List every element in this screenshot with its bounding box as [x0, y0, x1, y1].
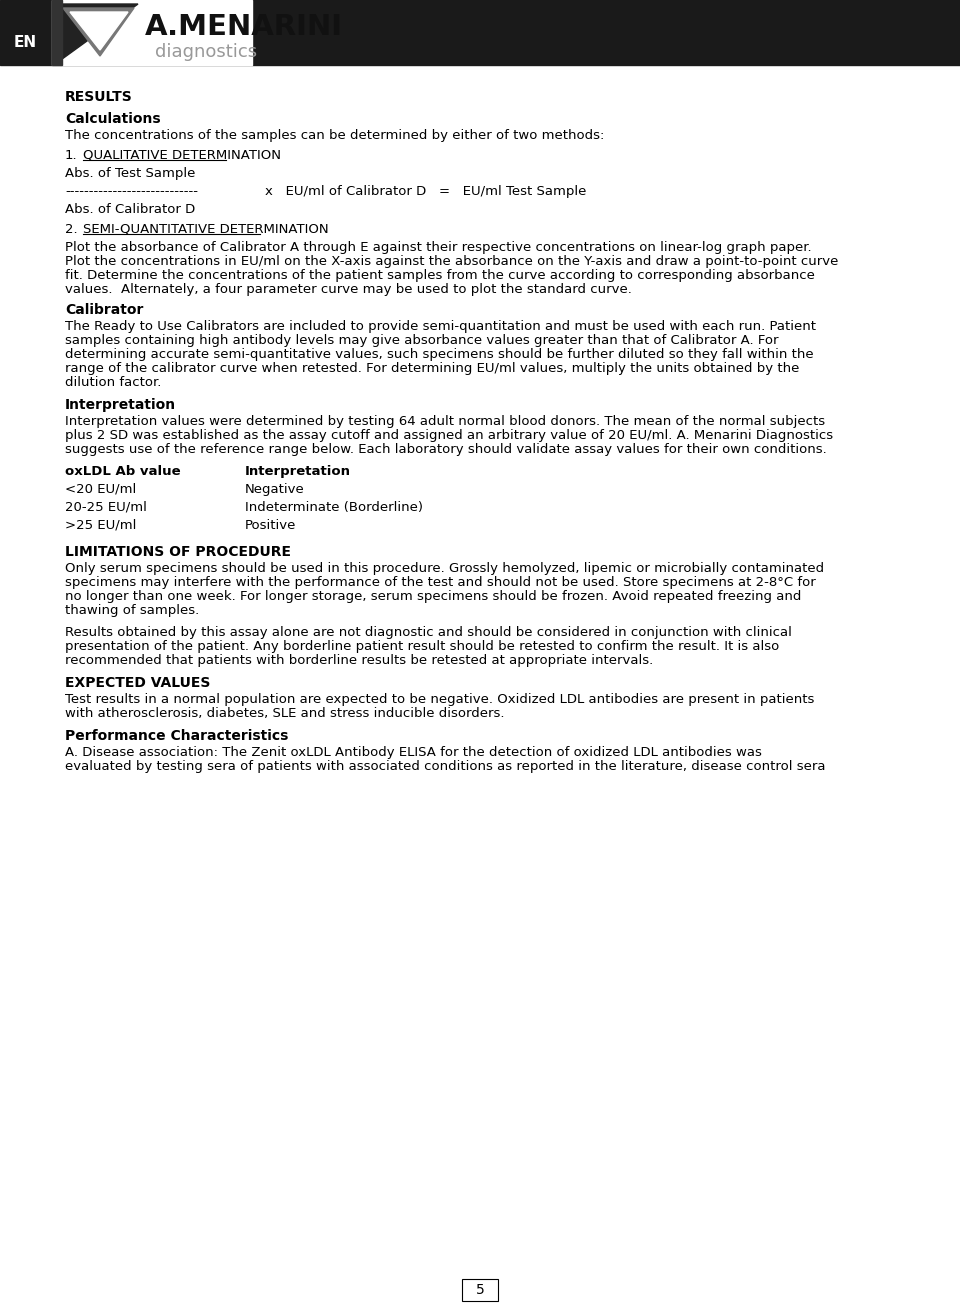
- Text: <20 EU/ml: <20 EU/ml: [65, 483, 136, 496]
- Text: oxLDL Ab value: oxLDL Ab value: [65, 465, 180, 478]
- Text: Plot the absorbance of Calibrator A through E against their respective concentra: Plot the absorbance of Calibrator A thro…: [65, 242, 811, 253]
- Bar: [52, 0, 252, 66]
- Polygon shape: [58, 4, 138, 62]
- Text: 5: 5: [475, 1283, 485, 1297]
- Text: Calibrator: Calibrator: [65, 303, 143, 316]
- Text: A. Disease association: The Zenit oxLDL Antibody ELISA for the detection of oxid: A. Disease association: The Zenit oxLDL …: [65, 746, 762, 759]
- Text: thawing of samples.: thawing of samples.: [65, 604, 200, 617]
- Text: values.  Alternately, a four parameter curve may be used to plot the standard cu: values. Alternately, a four parameter cu…: [65, 284, 632, 295]
- Text: samples containing high antibody levels may give absorbance values greater than : samples containing high antibody levels …: [65, 334, 779, 347]
- Bar: [462, 1279, 498, 1301]
- Polygon shape: [63, 8, 134, 56]
- Bar: [52, 0, 62, 66]
- Text: evaluated by testing sera of patients with associated conditions as reported in : evaluated by testing sera of patients wi…: [65, 760, 826, 773]
- Text: no longer than one week. For longer storage, serum specimens should be frozen. A: no longer than one week. For longer stor…: [65, 590, 802, 603]
- Text: Indeterminate (Borderline): Indeterminate (Borderline): [245, 502, 423, 513]
- Text: Only serum specimens should be used in this procedure. Grossly hemolyzed, lipemi: Only serum specimens should be used in t…: [65, 562, 824, 575]
- Text: The Ready to Use Calibrators are included to provide semi-quantitation and must : The Ready to Use Calibrators are include…: [65, 320, 816, 334]
- Text: determining accurate semi-quantitative values, such specimens should be further : determining accurate semi-quantitative v…: [65, 348, 814, 361]
- Text: LIMITATIONS OF PROCEDURE: LIMITATIONS OF PROCEDURE: [65, 545, 291, 559]
- Text: x   EU/ml of Calibrator D   =   EU/ml Test Sample: x EU/ml of Calibrator D = EU/ml Test Sam…: [265, 185, 587, 198]
- Text: The concentrations of the samples can be determined by either of two methods:: The concentrations of the samples can be…: [65, 129, 605, 142]
- Text: A.MENARINI: A.MENARINI: [145, 13, 343, 41]
- Text: EXPECTED VALUES: EXPECTED VALUES: [65, 676, 210, 691]
- Text: Abs. of Test Sample: Abs. of Test Sample: [65, 167, 196, 180]
- Text: ----------------------------: ----------------------------: [65, 185, 198, 198]
- Text: Interpretation: Interpretation: [245, 465, 351, 478]
- Text: EN: EN: [14, 35, 37, 50]
- Text: QUALITATIVE DETERMINATION: QUALITATIVE DETERMINATION: [83, 148, 281, 161]
- Text: Positive: Positive: [245, 519, 297, 532]
- Polygon shape: [70, 12, 128, 50]
- Text: Performance Characteristics: Performance Characteristics: [65, 729, 288, 743]
- Text: SEMI-QUANTITATIVE DETERMINATION: SEMI-QUANTITATIVE DETERMINATION: [83, 223, 328, 236]
- Text: with atherosclerosis, diabetes, SLE and stress inducible disorders.: with atherosclerosis, diabetes, SLE and …: [65, 706, 505, 720]
- Text: fit. Determine the concentrations of the patient samples from the curve accordin: fit. Determine the concentrations of the…: [65, 269, 815, 282]
- Text: Plot the concentrations in EU/ml on the X-axis against the absorbance on the Y-a: Plot the concentrations in EU/ml on the …: [65, 255, 838, 268]
- Text: Interpretation values were determined by testing 64 adult normal blood donors. T: Interpretation values were determined by…: [65, 415, 826, 428]
- Text: 20-25 EU/ml: 20-25 EU/ml: [65, 502, 147, 513]
- Text: Abs. of Calibrator D: Abs. of Calibrator D: [65, 204, 195, 217]
- Text: Interpretation: Interpretation: [65, 398, 176, 412]
- Text: Test results in a normal population are expected to be negative. Oxidized LDL an: Test results in a normal population are …: [65, 693, 814, 706]
- Text: specimens may interfere with the performance of the test and should not be used.: specimens may interfere with the perform…: [65, 576, 816, 590]
- Text: >25 EU/ml: >25 EU/ml: [65, 519, 136, 532]
- Text: RESULTS: RESULTS: [65, 91, 132, 104]
- Text: 1.: 1.: [65, 148, 78, 161]
- Text: suggests use of the reference range below. Each laboratory should validate assay: suggests use of the reference range belo…: [65, 442, 827, 456]
- Text: plus 2 SD was established as the assay cutoff and assigned an arbitrary value of: plus 2 SD was established as the assay c…: [65, 429, 833, 442]
- Bar: [0, 0, 960, 66]
- Text: 2.: 2.: [65, 223, 78, 236]
- Text: recommended that patients with borderline results be retested at appropriate int: recommended that patients with borderlin…: [65, 654, 653, 667]
- Text: dilution factor.: dilution factor.: [65, 376, 161, 389]
- Text: Calculations: Calculations: [65, 112, 160, 126]
- Text: presentation of the patient. Any borderline patient result should be retested to: presentation of the patient. Any borderl…: [65, 639, 780, 653]
- Text: range of the calibrator curve when retested. For determining EU/ml values, multi: range of the calibrator curve when retes…: [65, 362, 800, 376]
- Text: Results obtained by this assay alone are not diagnostic and should be considered: Results obtained by this assay alone are…: [65, 626, 792, 639]
- Text: diagnostics: diagnostics: [155, 43, 257, 60]
- Text: Negative: Negative: [245, 483, 304, 496]
